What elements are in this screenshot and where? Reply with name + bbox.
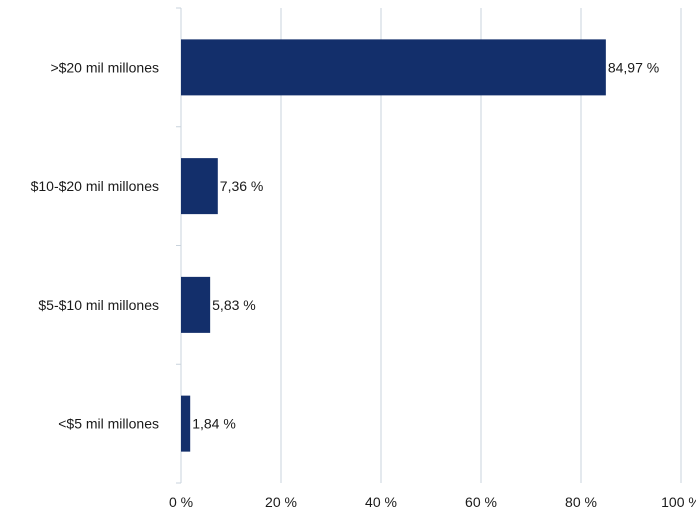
x-tick-label: 40 % [365,494,397,510]
category-label: $10-$20 mil millones [31,178,159,194]
value-label: 1,84 % [192,416,236,432]
x-tick-labels: 0 % 20 % 40 % 60 % 80 % 100 % [169,494,696,510]
x-tick-label: 60 % [465,494,497,510]
value-labels: 84,97 % 7,36 % 5,83 % 1,84 % [192,59,659,431]
category-label: >$20 mil millones [50,59,159,75]
bar [181,395,191,452]
value-label: 84,97 % [608,59,659,75]
x-tick-label: 0 % [169,494,193,510]
category-label: $5-$10 mil millones [38,297,159,313]
category-labels: >$20 mil millones $10-$20 mil millones $5-… [31,59,159,431]
axes [176,7,182,484]
bar [181,276,211,333]
value-label: 7,36 % [220,178,264,194]
bar [181,158,218,215]
x-tick-label: 20 % [265,494,297,510]
value-label: 5,83 % [212,297,256,313]
bars [181,39,606,452]
x-tick-label: 80 % [565,494,597,510]
bar [181,39,606,96]
x-tick-label: 100 % [661,494,696,510]
category-label: <$5 mil millones [58,416,159,432]
